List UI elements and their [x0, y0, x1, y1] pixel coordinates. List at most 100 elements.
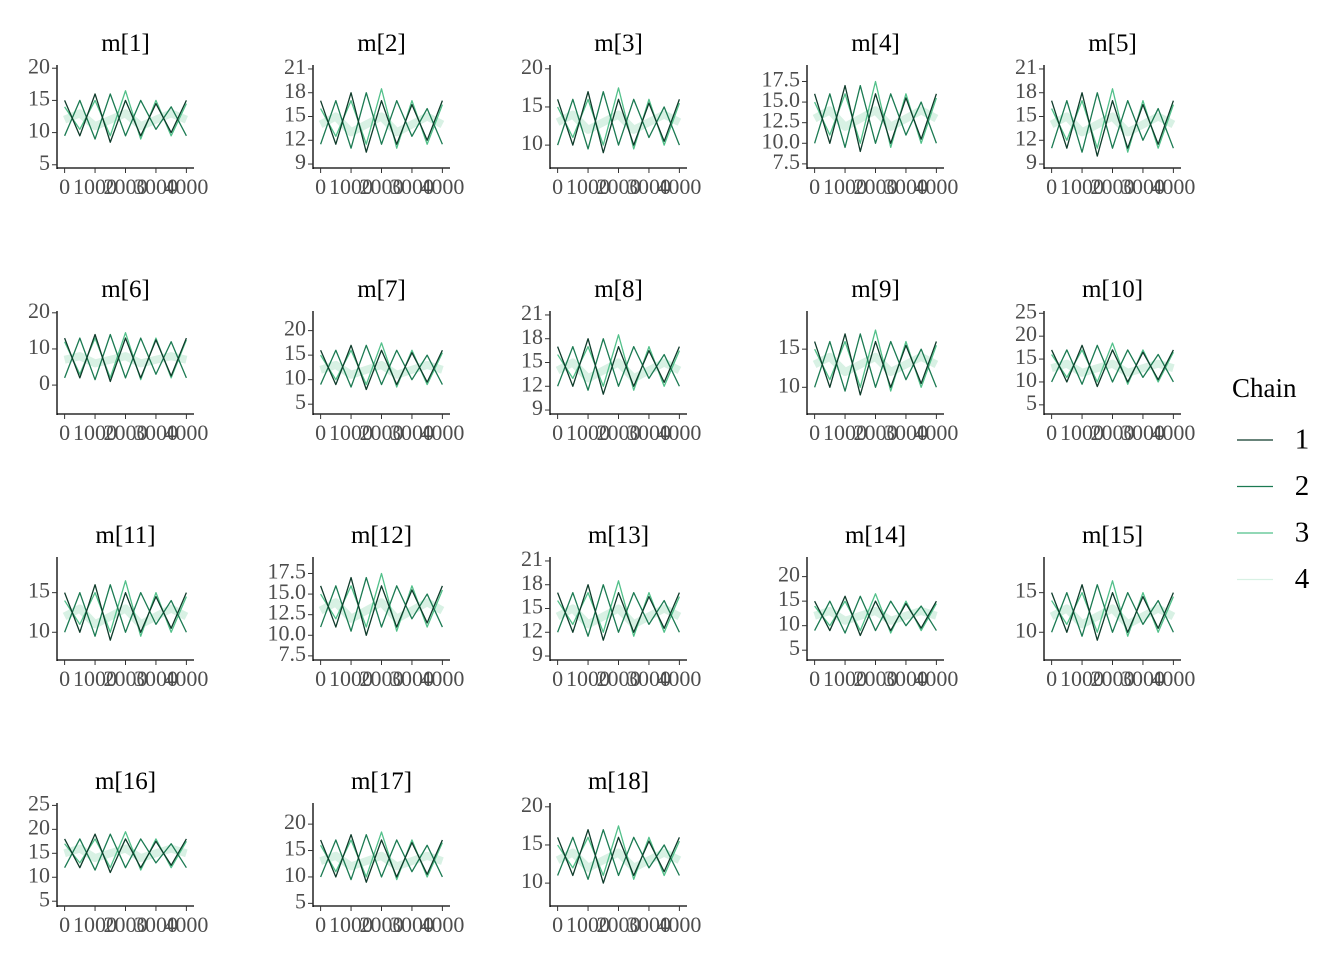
x-tick-label: 3000	[1121, 666, 1165, 691]
y-tick-label: 17.5	[762, 67, 801, 92]
x-tick-label: 0	[809, 666, 820, 691]
x-tick-label: 4000	[914, 174, 958, 199]
legend-title: Chain	[1232, 373, 1297, 403]
x-tick-label: 0	[552, 174, 563, 199]
x-tick-label: 0	[1046, 666, 1057, 691]
x-tick-label: 1000	[566, 420, 610, 445]
chain-trace	[556, 91, 681, 154]
chain-trace	[1051, 344, 1174, 388]
y-tick-label: 15	[521, 92, 543, 117]
panel-title: m[10]	[1082, 276, 1143, 303]
y-tick-label: 7.5	[279, 641, 307, 666]
x-tick-label: 3000	[884, 420, 928, 445]
panel-title: m[1]	[101, 30, 150, 57]
y-tick-label: 15	[284, 340, 306, 365]
x-tick-label: 2000	[597, 666, 641, 691]
panel-title: m[15]	[1082, 522, 1143, 549]
x-tick-label: 2000	[597, 174, 641, 199]
x-tick-label: 2000	[360, 666, 404, 691]
panel-title: m[2]	[357, 30, 406, 57]
y-tick-label: 20	[778, 562, 800, 587]
x-tick-label: 4000	[164, 174, 208, 199]
x-tick-label: 1000	[823, 420, 867, 445]
x-tick-label: 0	[315, 666, 326, 691]
y-tick-label: 12	[521, 371, 543, 396]
x-tick-label: 2000	[1091, 420, 1135, 445]
y-tick-label: 5	[1026, 390, 1037, 415]
y-tick-label: 20	[284, 316, 306, 341]
panel-title: m[3]	[594, 30, 643, 57]
y-tick-label: 15.0	[268, 579, 307, 604]
x-tick-label: 3000	[627, 420, 671, 445]
x-tick-label: 2000	[854, 174, 898, 199]
x-tick-label: 2000	[104, 420, 148, 445]
panel-title: m[6]	[101, 276, 150, 303]
chain-trace	[556, 91, 680, 150]
y-tick-label: 10	[778, 372, 800, 397]
x-tick-label: 2000	[597, 420, 641, 445]
y-tick-label: 18	[521, 570, 543, 595]
x-tick-label: 4000	[657, 174, 701, 199]
x-tick-label: 1000	[73, 174, 117, 199]
y-tick-label: 5	[295, 888, 306, 913]
y-tick-label: 25	[28, 790, 50, 815]
chain-trace	[63, 352, 188, 368]
chain-trace	[319, 851, 444, 871]
chain-trace	[814, 595, 937, 634]
x-tick-label: 4000	[164, 912, 208, 937]
chain-trace	[557, 584, 680, 637]
y-tick-label: 7.5	[773, 149, 801, 174]
x-tick-label: 2000	[597, 912, 641, 937]
x-tick-label: 2000	[360, 174, 404, 199]
x-tick-label: 4000	[657, 912, 701, 937]
y-tick-label: 15	[521, 830, 543, 855]
x-tick-label: 1000	[823, 666, 867, 691]
x-tick-label: 2000	[104, 912, 148, 937]
chain-trace	[812, 352, 939, 377]
x-tick-label: 3000	[627, 174, 671, 199]
y-tick-label: 10	[28, 617, 50, 642]
x-tick-label: 1000	[566, 912, 610, 937]
chain-trace	[1051, 584, 1174, 637]
chain-trace	[557, 584, 680, 641]
x-tick-label: 3000	[1121, 174, 1165, 199]
x-tick-label: 2000	[1091, 666, 1135, 691]
legend-label: 2	[1295, 470, 1310, 502]
chain-trace	[320, 834, 443, 881]
y-tick-label: 20	[521, 792, 543, 817]
x-tick-label: 1000	[566, 666, 610, 691]
y-tick-label: 12	[521, 617, 543, 642]
x-tick-label: 0	[59, 174, 70, 199]
chain-trace	[64, 93, 187, 140]
x-tick-label: 1000	[73, 420, 117, 445]
x-tick-label: 2000	[1091, 174, 1135, 199]
y-tick-label: 10	[1015, 367, 1037, 392]
y-tick-label: 15	[778, 586, 800, 611]
y-tick-label: 20	[521, 54, 543, 79]
x-tick-label: 0	[809, 174, 820, 199]
x-tick-label: 3000	[884, 666, 928, 691]
panel-title: m[14]	[845, 522, 906, 549]
x-tick-label: 3000	[627, 912, 671, 937]
x-tick-label: 4000	[1151, 666, 1195, 691]
y-tick-label: 15	[284, 836, 306, 861]
x-tick-label: 4000	[420, 912, 464, 937]
y-tick-label: 12.5	[762, 108, 801, 133]
x-tick-label: 0	[315, 174, 326, 199]
chain-trace	[64, 333, 187, 381]
y-tick-label: 9	[532, 395, 543, 420]
chain-trace	[555, 110, 682, 134]
x-tick-label: 3000	[134, 174, 178, 199]
x-tick-label: 3000	[390, 666, 434, 691]
y-tick-label: 5	[295, 389, 306, 414]
chain-trace	[320, 344, 443, 391]
chain-trace	[814, 595, 937, 637]
y-tick-label: 15	[778, 334, 800, 359]
chain-trace	[320, 344, 443, 388]
y-tick-label: 9	[295, 149, 306, 174]
panel-title: m[12]	[351, 522, 412, 549]
x-tick-label: 1000	[823, 174, 867, 199]
x-tick-label: 4000	[420, 666, 464, 691]
y-tick-label: 15	[1015, 578, 1037, 603]
